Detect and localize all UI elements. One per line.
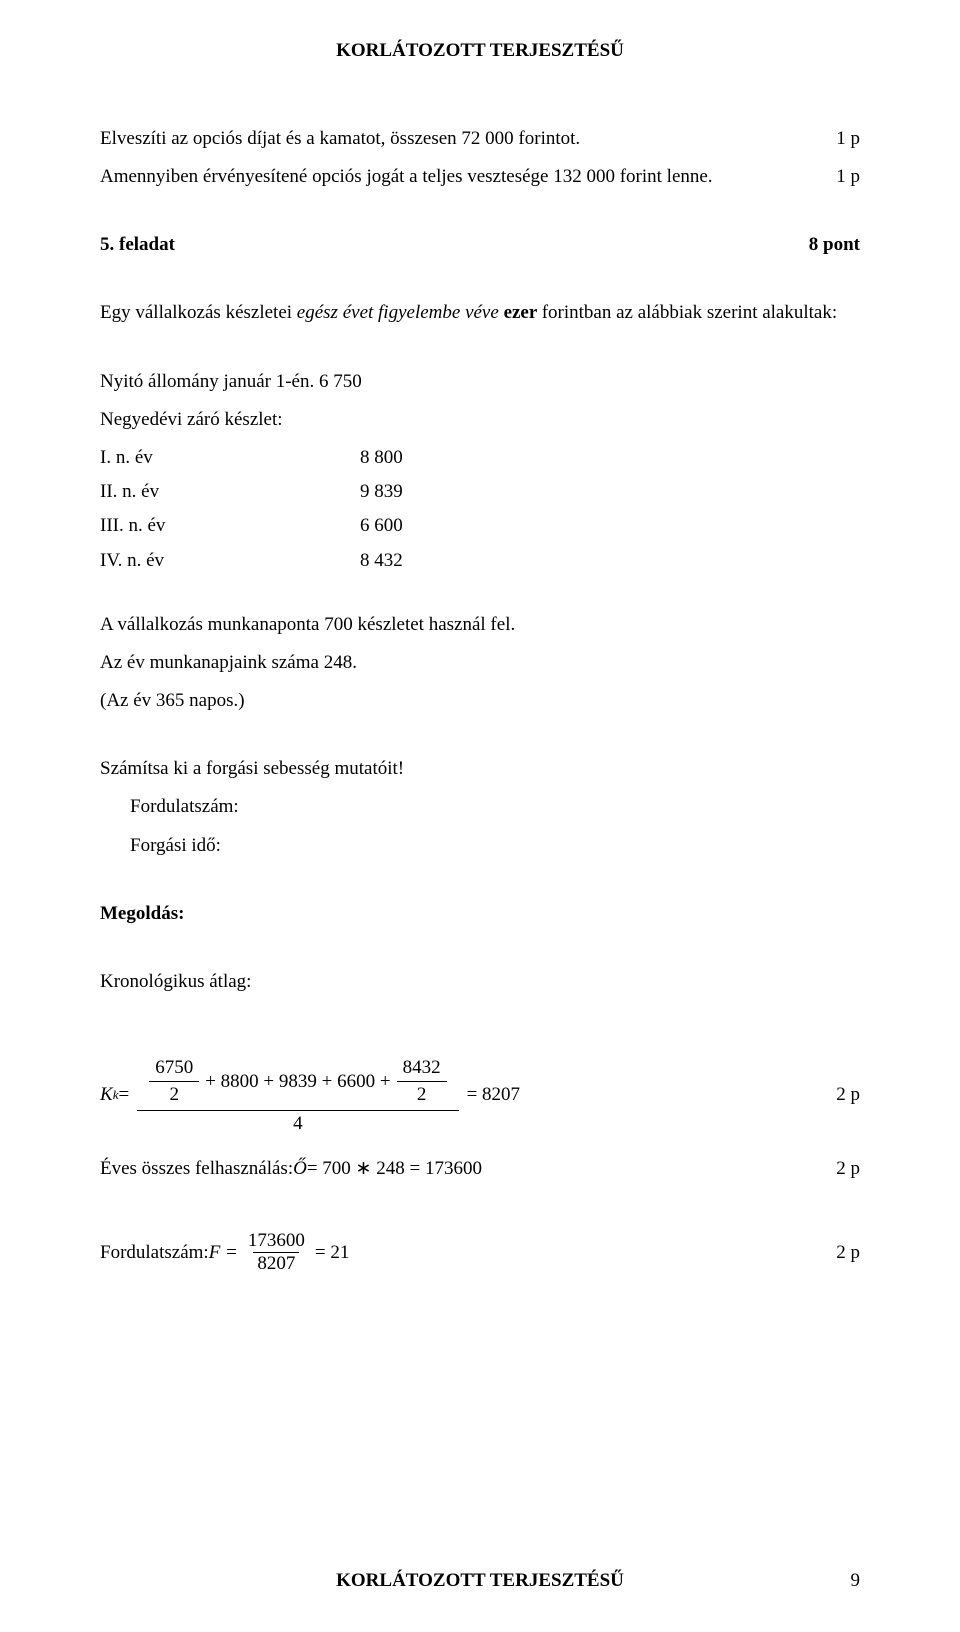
kk-frac2: 8432 2: [397, 1055, 447, 1108]
megoldas-heading: Megoldás:: [100, 897, 860, 931]
kk-frac1-den: 2: [149, 1081, 199, 1108]
quarter-row-1: I. n. év 8 800: [100, 441, 860, 475]
line-2: Amennyiben érvényesítené opciós jogát a …: [100, 160, 860, 194]
ford-prefix: Fordulatszám:: [100, 1242, 209, 1264]
formula-ford-left: Fordulatszám: F = 173600 8207 = 21: [100, 1230, 349, 1275]
kk-bigfrac-num: 6750 2 + 8800 + 9839 + 6600 + 8432 2: [137, 1053, 458, 1110]
page-number: 9: [851, 1570, 861, 1592]
kk-frac2-num: 8432: [397, 1055, 447, 1081]
quarterly-label: Negyedévi záró készlet:: [100, 403, 860, 437]
eves-prefix: Éves összes felhasználás:: [100, 1158, 293, 1180]
eves-var: Ő: [293, 1158, 307, 1180]
quarter-row-4: IV. n. év 8 432: [100, 544, 860, 578]
quarter-row-3: III. n. év 6 600: [100, 509, 860, 543]
ford-pts: 2 p: [836, 1242, 860, 1264]
ford-frac-num: 173600: [244, 1230, 309, 1252]
eves-pts: 2 p: [836, 1158, 860, 1180]
intro-part-c: ezer: [504, 302, 542, 323]
q1-value: 8 800: [360, 441, 403, 475]
forgasi-ido-label: Forgási idő:: [130, 829, 860, 863]
kronologikus-label: Kronológikus átlag:: [100, 965, 860, 999]
ford-frac: 173600 8207: [244, 1230, 309, 1275]
kk-pts: 2 p: [836, 1084, 860, 1106]
line-2-pts: 1 p: [836, 160, 860, 194]
q3-value: 6 600: [360, 509, 403, 543]
q4-label: IV. n. év: [100, 544, 360, 578]
line-2-text: Amennyiben érvényesítené opciós jogát a …: [100, 160, 816, 194]
ford-frac-den: 8207: [253, 1252, 299, 1275]
q1-label: I. n. év: [100, 441, 360, 475]
usage-line-1: A vállalkozás munkanaponta 700 készletet…: [100, 608, 860, 642]
kk-var: K: [100, 1084, 113, 1106]
kk-bigfrac: 6750 2 + 8800 + 9839 + 6600 + 8432 2 4: [137, 1053, 458, 1137]
kk-frac1: 6750 2: [149, 1055, 199, 1108]
quarter-row-2: II. n. év 9 839: [100, 475, 860, 509]
ford-var: F =: [209, 1242, 238, 1264]
kk-mid: + 8800 + 9839 + 6600 +: [205, 1071, 390, 1093]
task-pts: 8 pont: [809, 234, 860, 256]
intro-part-b: egész évet figyelembe véve: [297, 302, 504, 323]
usage-line-3: (Az év 365 napos.): [100, 684, 860, 718]
formula-kk-left: Kk = 6750 2 + 8800 + 9839 + 6600 + 8432 …: [100, 1053, 520, 1137]
intro-part-a: Egy vállalkozás készletei: [100, 302, 297, 323]
usage-line-2: Az év munkanapjaink száma 248.: [100, 646, 860, 680]
compute-instruction: Számítsa ki a forgási sebesség mutatóit!: [100, 752, 860, 786]
task-label: 5. feladat: [100, 234, 175, 256]
line-1: Elveszíti az opciós díjat és a kamatot, …: [100, 122, 860, 156]
formula-kk: Kk = 6750 2 + 8800 + 9839 + 6600 + 8432 …: [100, 1053, 860, 1137]
page-footer: KORLÁTOZOTT TERJESZTÉSŰ 9: [0, 1570, 960, 1592]
line-1-pts: 1 p: [836, 122, 860, 156]
q2-label: II. n. év: [100, 475, 360, 509]
kk-frac2-den: 2: [397, 1081, 447, 1108]
task-heading: 5. feladat 8 pont: [100, 234, 860, 256]
formula-eves-left: Éves összes felhasználás: Ő = 700 ∗ 248 …: [100, 1157, 482, 1180]
kk-result: = 8207: [467, 1084, 520, 1106]
fordulatszam-label: Fordulatszám:: [130, 790, 860, 824]
formula-eves: Éves összes felhasználás: Ő = 700 ∗ 248 …: [100, 1157, 860, 1180]
formula-ford: Fordulatszám: F = 173600 8207 = 21 2 p: [100, 1230, 860, 1275]
kk-bigfrac-den: 4: [137, 1110, 458, 1137]
intro-paragraph: Egy vállalkozás készletei egész évet fig…: [100, 296, 860, 330]
q2-value: 9 839: [360, 475, 403, 509]
eves-body: = 700 ∗ 248 = 173600: [307, 1157, 482, 1180]
q4-value: 8 432: [360, 544, 403, 578]
q3-label: III. n. év: [100, 509, 360, 543]
kk-frac1-num: 6750: [149, 1055, 199, 1081]
line-1-text: Elveszíti az opciós díjat és a kamatot, …: [100, 122, 816, 156]
footer-title: KORLÁTOZOTT TERJESZTÉSŰ: [336, 1570, 624, 1592]
kk-eq: =: [118, 1084, 129, 1106]
intro-part-d: forintban az alábbiak szerint alakultak:: [542, 302, 837, 323]
opening-balance: Nyitó állomány január 1-én. 6 750: [100, 365, 860, 399]
page-header: KORLÁTOZOTT TERJESZTÉSŰ: [100, 40, 860, 62]
ford-result: = 21: [315, 1242, 349, 1264]
